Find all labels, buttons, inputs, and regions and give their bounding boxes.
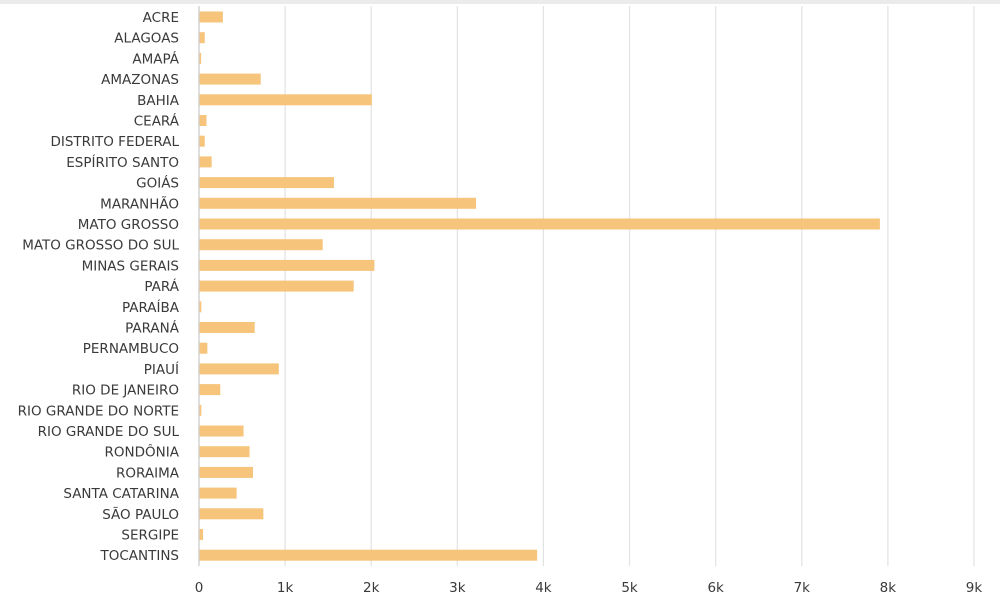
bar[interactable] (199, 135, 205, 147)
bar[interactable] (199, 94, 372, 106)
bar[interactable] (199, 115, 207, 126)
category-label: ESPÍRITO SANTO (66, 154, 179, 171)
bar[interactable] (199, 446, 250, 458)
x-tick-label: 8k (880, 580, 897, 596)
category-label: BAHIA (137, 93, 180, 109)
category-label: PARAÍBA (122, 299, 180, 316)
category-label: CEARÁ (134, 113, 180, 130)
bar[interactable] (199, 301, 202, 313)
bar[interactable] (199, 425, 244, 437)
category-label: GOIÁS (136, 175, 179, 192)
x-tick-label: 5k (621, 580, 638, 596)
category-label: RIO DE JANEIRO (72, 383, 179, 399)
bar[interactable] (199, 404, 202, 416)
bar[interactable] (199, 197, 477, 209)
bar[interactable] (199, 239, 323, 251)
category-label: MARANHÃO (100, 195, 179, 212)
category-label: PARÁ (144, 278, 179, 295)
x-tick-label: 1k (277, 580, 294, 596)
bar[interactable] (199, 32, 205, 44)
category-label: PERNAMBUCO (83, 341, 179, 357)
bar[interactable] (199, 177, 334, 189)
bar[interactable] (199, 156, 212, 168)
category-labels: ACRE ALAGOAS AMAPÁ AMAZONAS BAHIA CEARÁ DISTRI… (18, 10, 180, 564)
category-label: RIO GRANDE DO SUL (38, 424, 180, 440)
bar[interactable] (199, 487, 237, 499)
gridlines (198, 6, 975, 566)
bar[interactable] (199, 218, 880, 230)
category-label: RORAIMA (116, 465, 180, 481)
x-tick-label: 7k (794, 580, 811, 596)
x-tick-label: 0 (195, 580, 204, 596)
bar[interactable] (199, 11, 223, 23)
category-label: SÃO PAULO (102, 506, 179, 523)
bar[interactable] (199, 259, 375, 271)
category-label: MATO GROSSO (78, 217, 179, 233)
category-label: PARANÁ (125, 320, 180, 337)
category-label: ACRE (143, 10, 179, 26)
bar[interactable] (199, 384, 221, 396)
category-label: RIO GRANDE DO NORTE (18, 403, 179, 419)
category-label: MATO GROSSO DO SUL (22, 238, 179, 254)
bar[interactable] (199, 363, 279, 375)
category-label: TOCANTINS (99, 548, 179, 564)
bar[interactable] (199, 342, 208, 354)
category-label: RONDÔNIA (105, 443, 180, 461)
category-label: DISTRITO FEDERAL (50, 134, 179, 150)
category-label: SERGIPE (121, 528, 179, 544)
top-divider (0, 0, 1000, 4)
category-label: MINAS GERAIS (82, 258, 179, 274)
category-label: AMAPÁ (132, 50, 179, 67)
bar[interactable] (199, 52, 202, 64)
x-tick-label: 9k (966, 580, 983, 596)
bars (199, 11, 880, 561)
bar[interactable] (199, 508, 264, 520)
category-label: AMAZONAS (101, 72, 179, 88)
bar[interactable] (199, 280, 354, 292)
x-tick-label: 4k (535, 580, 552, 596)
category-label: SANTA CATARINA (63, 486, 179, 502)
category-label: PIAUÍ (144, 361, 179, 378)
x-tick-label: 6k (707, 580, 724, 596)
bar[interactable] (199, 529, 204, 540)
bar[interactable] (199, 322, 255, 333)
x-tick-label: 2k (363, 580, 380, 596)
bar[interactable] (199, 549, 538, 561)
category-label: ALAGOAS (114, 31, 179, 47)
x-tick-label: 3k (449, 580, 466, 596)
bar[interactable] (199, 466, 253, 478)
x-axis-tick-labels: 0 1k 2k 3k 4k 5k 6k 7k 8k 9k (195, 580, 983, 596)
bar[interactable] (199, 73, 261, 85)
